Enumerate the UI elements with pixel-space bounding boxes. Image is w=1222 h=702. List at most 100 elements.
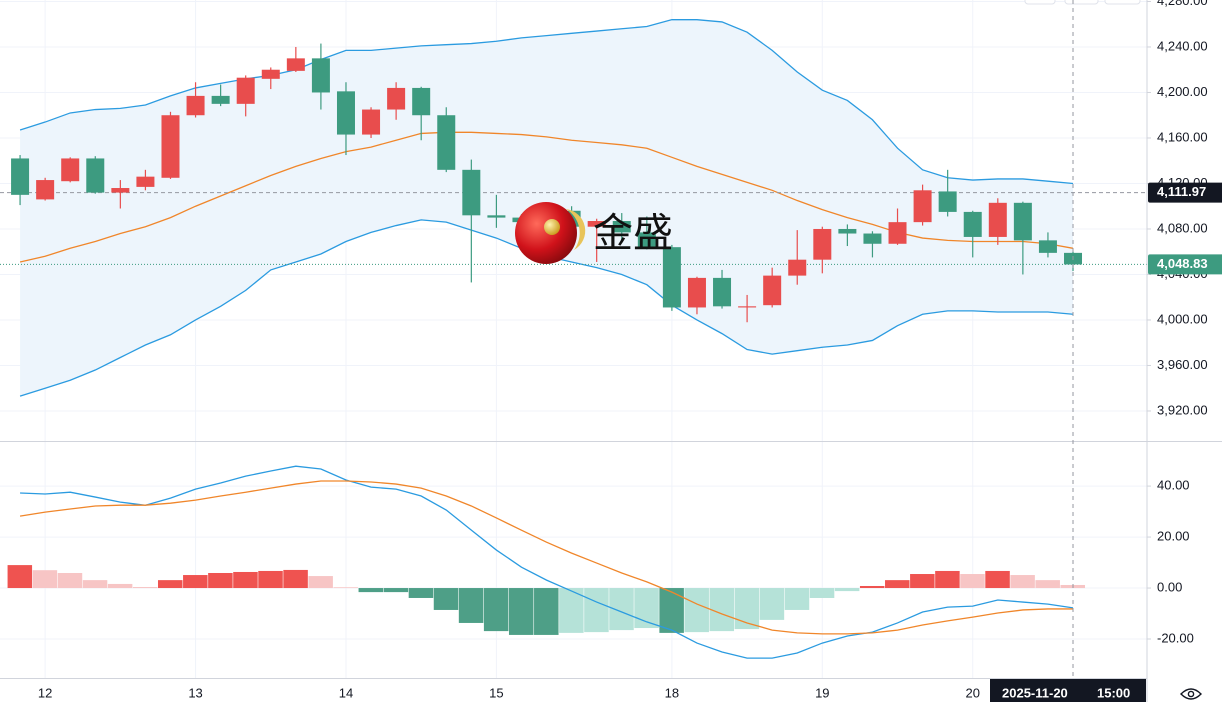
y-tick-label: -20.00 <box>1157 630 1194 645</box>
y-tick-label: 4,280.00 <box>1157 0 1208 8</box>
histogram-bar <box>32 570 58 589</box>
x-tick-label: 13 <box>188 685 202 700</box>
histogram-bar <box>885 580 910 589</box>
candle-body <box>362 109 381 135</box>
x-tick-label: 15 <box>489 685 503 700</box>
histogram-bar <box>809 588 835 598</box>
y-tick-label: 40.00 <box>1157 478 1190 493</box>
candle-body <box>111 188 130 193</box>
y-tick-label: 0.00 <box>1157 579 1182 594</box>
candle-body <box>487 215 506 218</box>
logo-circle <box>515 202 577 264</box>
x-tick-label: 14 <box>339 685 353 700</box>
histogram-bar <box>458 588 484 623</box>
last-price-box <box>1148 254 1222 275</box>
toolbar-button[interactable] <box>1104 0 1141 5</box>
candle-body <box>36 180 55 200</box>
candle-body <box>286 58 305 71</box>
histogram-bar <box>333 587 358 589</box>
histogram-bar <box>57 572 83 589</box>
candle-body <box>462 169 481 216</box>
candle-body <box>1038 240 1057 253</box>
candle-body <box>888 222 907 244</box>
histogram-bar <box>308 576 333 589</box>
candle-body <box>687 277 706 308</box>
macd-line <box>20 465 1074 659</box>
histogram-bar <box>935 570 960 589</box>
histogram-bar <box>709 588 735 632</box>
y-tick-label: 4,000.00 <box>1157 311 1208 326</box>
candle-body <box>637 232 656 248</box>
logo-arc <box>566 209 586 250</box>
histogram-bar <box>759 588 785 620</box>
candle-body <box>412 87 431 116</box>
candle-body <box>713 277 732 307</box>
histogram-bar <box>183 575 208 589</box>
histogram-bar <box>584 588 609 633</box>
candle-body <box>437 115 456 170</box>
candle-body <box>11 158 30 195</box>
toolbar-button[interactable] <box>1064 0 1099 5</box>
candle-body <box>311 58 330 93</box>
histogram-bar <box>859 585 885 589</box>
y-tick-label: 20.00 <box>1157 529 1190 544</box>
histogram-bar <box>508 588 534 635</box>
candle-body <box>1013 202 1032 241</box>
histogram-bar <box>82 580 108 589</box>
histogram-bar <box>684 588 709 633</box>
histogram-bar <box>408 588 434 598</box>
candle-body <box>738 306 757 308</box>
histogram-bar <box>559 588 584 633</box>
x-tick-label: 12 <box>38 685 52 700</box>
logo-text: 金盛 <box>593 212 673 256</box>
histogram-bar <box>960 574 985 589</box>
histogram-bar <box>659 588 684 633</box>
y-tick-label: 4,200.00 <box>1157 84 1208 99</box>
candle-body <box>913 190 932 223</box>
crosshair-time-box <box>990 679 1146 702</box>
x-tick-label: 18 <box>665 685 679 700</box>
ref-price-box <box>1148 182 1222 203</box>
candle-body <box>186 95 205 116</box>
candle-body <box>963 211 982 237</box>
histogram-bar <box>283 569 308 589</box>
price-pane: 3,920.003,960.004,000.004,040.004,080.00… <box>0 0 1208 417</box>
candle-body <box>161 115 180 178</box>
candle-body <box>336 91 355 135</box>
candle-body <box>838 228 857 234</box>
settings-icon[interactable] <box>1180 688 1202 700</box>
y-tick-label: 3,960.00 <box>1157 357 1208 372</box>
candle-body <box>387 87 406 110</box>
histogram-bar <box>383 588 409 593</box>
candle-body <box>236 77 255 104</box>
candle-body <box>938 191 957 212</box>
histogram-bar <box>132 587 158 589</box>
histogram-bar <box>534 588 559 635</box>
toolbar-button[interactable] <box>1024 0 1056 5</box>
histogram-bar <box>483 588 509 632</box>
macd-pane: -20.00 0.00 20.00 40.00 <box>7 465 1194 659</box>
candle-body <box>61 158 80 182</box>
y-tick-label: 4,080.00 <box>1157 220 1208 235</box>
overlay-layer: 12 13 14 15 18 19 20 4,111.97 4,048.83 2025-11-20… <box>38 0 1222 702</box>
histogram-bar <box>7 565 33 589</box>
histogram-bar <box>910 574 935 589</box>
candle-body <box>211 95 230 104</box>
logo-ball <box>544 219 560 235</box>
y-tick-label: 3,920.00 <box>1157 402 1208 417</box>
histogram-bar <box>233 571 258 589</box>
histogram-bar <box>834 588 860 592</box>
logo: 金盛 <box>515 202 673 264</box>
histogram-bar <box>985 570 1010 589</box>
crosshair-time: 15:00 <box>1097 685 1130 700</box>
candle-body <box>136 176 155 187</box>
histogram-bar <box>157 580 183 589</box>
candle-body <box>813 228 832 260</box>
histogram-bar <box>107 583 133 589</box>
x-tick-label: 20 <box>965 685 979 700</box>
macd-line <box>19 480 1074 635</box>
y-tick-label: 4,240.00 <box>1157 38 1208 53</box>
